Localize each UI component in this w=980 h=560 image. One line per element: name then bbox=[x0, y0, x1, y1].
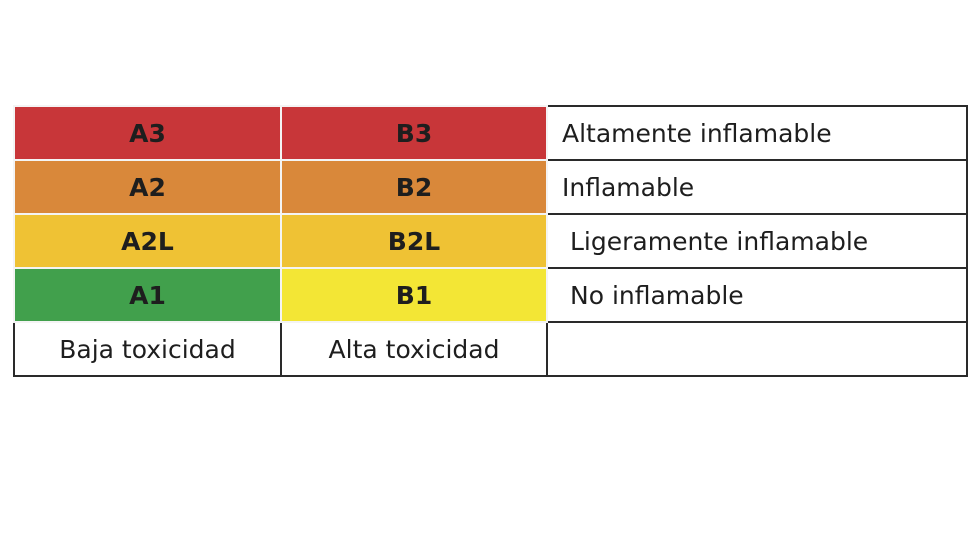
table-cell: A2 bbox=[13, 159, 282, 215]
safety-classification-table: A3 B3 Altamente inflamable A2 B2 Inflamable A2… bbox=[13, 105, 968, 377]
table-cell: B3 bbox=[280, 105, 548, 161]
table-row: A2L B2L Ligeramente inflamable bbox=[13, 213, 968, 269]
table-row: A3 B3 Altamente inflamable bbox=[13, 105, 968, 161]
table-row: Baja toxicidad Alta toxicidad bbox=[13, 321, 968, 377]
table-cell: No inflamable bbox=[546, 267, 968, 323]
table-cell: B1 bbox=[280, 267, 548, 323]
table-cell: Alta toxicidad bbox=[280, 321, 548, 377]
table-cell: A3 bbox=[13, 105, 282, 161]
table-cell: B2L bbox=[280, 213, 548, 269]
table-cell: Altamente inflamable bbox=[546, 105, 968, 161]
table-row: A2 B2 Inflamable bbox=[13, 159, 968, 215]
table-cell: Baja toxicidad bbox=[13, 321, 282, 377]
table-row: A1 B1 No inflamable bbox=[13, 267, 968, 323]
table-cell: A2L bbox=[13, 213, 282, 269]
table-cell: B2 bbox=[280, 159, 548, 215]
table-cell: Inflamable bbox=[546, 159, 968, 215]
table-cell: A1 bbox=[13, 267, 282, 323]
table-cell: Ligeramente inflamable bbox=[546, 213, 968, 269]
table-cell bbox=[546, 321, 968, 377]
